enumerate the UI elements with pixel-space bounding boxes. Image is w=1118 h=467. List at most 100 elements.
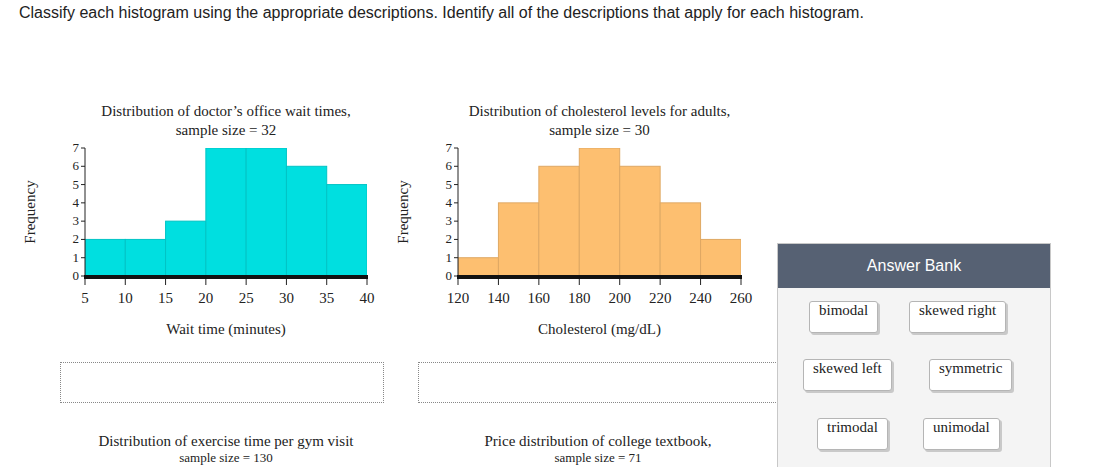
bar	[286, 166, 326, 276]
x-axis	[84, 275, 368, 279]
x-tick-label: 35	[319, 290, 334, 306]
y-axis	[85, 148, 86, 276]
bar	[701, 239, 741, 276]
x-tick-label: 15	[158, 290, 173, 306]
y-tick-label: 6	[73, 158, 80, 173]
bar	[246, 148, 286, 276]
answer-option[interactable]: symmetric	[929, 359, 1012, 391]
bars	[85, 148, 367, 276]
y-tick	[454, 202, 458, 203]
x-tick	[326, 279, 327, 285]
x-tick-label: 40	[360, 290, 375, 306]
bars	[458, 148, 741, 276]
y-tick	[81, 239, 85, 240]
bar	[125, 239, 165, 276]
y-tick-label: 1	[73, 250, 80, 265]
instruction: Classify each histogram using the approp…	[19, 4, 864, 22]
y-axis-label: Frequency	[395, 180, 411, 244]
x-tick	[286, 279, 287, 285]
answer-box[interactable]	[60, 362, 384, 403]
x-tick-label: 30	[279, 290, 294, 306]
answer-box[interactable]	[418, 362, 782, 403]
x-tick	[165, 279, 166, 285]
x-tick	[538, 279, 539, 285]
chart-title: Distribution of doctor’s office wait tim…	[101, 103, 350, 119]
y-tick-label: 3	[446, 213, 453, 228]
x-tick	[85, 279, 86, 285]
x-tick	[458, 279, 459, 285]
answer-bank-title: Answer Bank	[778, 244, 1050, 288]
y-tick	[81, 184, 85, 185]
x-tick-label: 160	[528, 290, 551, 306]
y-tick-label: 5	[73, 177, 80, 192]
y-tick-label: 6	[446, 158, 453, 173]
x-tick	[660, 279, 661, 285]
bar	[579, 148, 619, 276]
y-tick-label: 2	[446, 231, 453, 246]
x-axis-label: Wait time (minutes)	[166, 321, 286, 338]
y-axis-label: Frequency	[22, 180, 38, 244]
y-axis	[458, 148, 459, 276]
y-tick-label: 7	[446, 140, 453, 155]
x-axis	[457, 275, 742, 279]
histogram: Distribution of doctor’s office wait tim…	[22, 103, 375, 338]
y-tick-label: 0	[73, 268, 80, 283]
x-tick-label: 260	[730, 290, 753, 306]
x-tick	[125, 279, 126, 285]
y-tick	[454, 239, 458, 240]
y-tick	[454, 148, 458, 149]
chart-subtitle: sample size = 30	[549, 122, 650, 138]
x-tick-label: 240	[689, 290, 712, 306]
answer-option[interactable]: trimodal	[817, 418, 888, 450]
x-tick	[619, 279, 620, 285]
x-tick	[579, 279, 580, 285]
y-tick-label: 4	[446, 195, 453, 210]
y-tick-label: 1	[446, 250, 453, 265]
bar	[539, 166, 579, 276]
y-tick	[81, 257, 85, 258]
bar	[166, 221, 206, 276]
x-tick-label: 25	[239, 290, 254, 306]
partial-chart-title: Distribution of exercise time per gym vi…	[99, 433, 355, 449]
y-tick	[454, 221, 458, 222]
y-tick-label: 4	[73, 195, 80, 210]
x-tick-label: 200	[608, 290, 631, 306]
x-tick	[367, 279, 368, 285]
x-tick-label: 180	[568, 290, 591, 306]
y-tick	[81, 148, 85, 149]
partial-chart-subtitle: sample size = 130	[179, 450, 273, 465]
y-tick-label: 7	[73, 140, 80, 155]
x-axis-label: Cholesterol (mg/dL)	[538, 321, 661, 338]
bar	[85, 239, 125, 276]
y-tick	[81, 202, 85, 203]
chart-subtitle: sample size = 32	[176, 122, 277, 138]
x-tick	[246, 279, 247, 285]
x-tick	[700, 279, 701, 285]
x-tick	[498, 279, 499, 285]
bar	[327, 185, 367, 276]
y-tick	[454, 166, 458, 167]
answer-option[interactable]: skewed left	[803, 359, 892, 391]
y-tick-label: 2	[73, 231, 80, 246]
x-tick-label: 120	[447, 290, 470, 306]
partial-chart-title: Price distribution of college textbook,	[484, 433, 711, 449]
x-tick-label: 140	[487, 290, 510, 306]
page: Classify each histogram using the approp…	[0, 0, 1118, 467]
x-tick-label: 10	[118, 290, 133, 306]
answer-option[interactable]: unimodal	[923, 418, 1000, 450]
partial-chart-subtitle: sample size = 71	[554, 450, 641, 465]
x-tick-label: 220	[649, 290, 672, 306]
histogram: Distribution of cholesterol levels for a…	[395, 103, 752, 338]
answer-option[interactable]: bimodal	[809, 301, 878, 333]
bar	[458, 258, 498, 276]
bar	[498, 203, 538, 276]
x-tick	[205, 279, 206, 285]
x-tick-label: 5	[81, 290, 89, 306]
y-tick	[454, 257, 458, 258]
x-tick	[741, 279, 742, 285]
y-tick-label: 5	[446, 177, 453, 192]
answer-option[interactable]: skewed right	[909, 301, 1006, 333]
bar	[660, 203, 700, 276]
y-tick	[454, 184, 458, 185]
answer-bank: Answer Bank bimodal skewed right skewed lef…	[777, 243, 1051, 467]
